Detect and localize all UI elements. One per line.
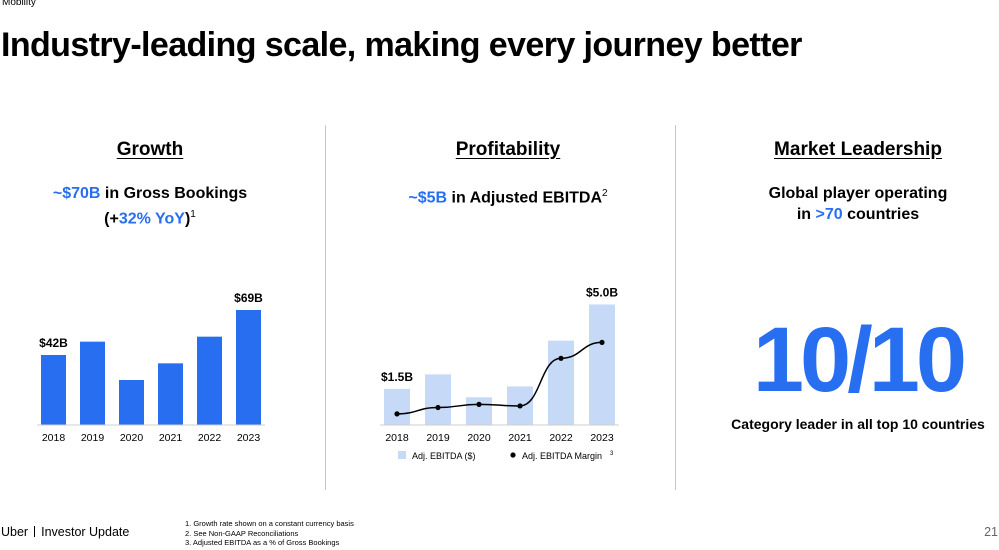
market-line1: Global player operating [768, 185, 948, 202]
margin-point [435, 404, 441, 411]
footer-brand: Uber Investor Update [1, 525, 129, 539]
x-tick-label: 2021 [508, 432, 532, 444]
margin-point [476, 401, 482, 407]
bar [197, 336, 222, 425]
x-tick-label: 2022 [198, 432, 222, 444]
data-label: $1.5B [381, 370, 413, 384]
x-tick-label: 2021 [159, 432, 183, 444]
footnote-ref: 2 [602, 188, 608, 199]
bar [41, 355, 66, 425]
margin-point [394, 411, 400, 417]
market-line2-post: countries [842, 206, 920, 223]
legend-swatch-line [510, 452, 516, 458]
footnote-ref: 1 [190, 209, 196, 220]
footnote: 3. Adjusted EBITDA as a % of Gross Booki… [185, 538, 340, 548]
data-label: $5.0B [586, 285, 618, 299]
x-tick-label: 2022 [549, 432, 573, 444]
data-label: $42B [39, 336, 68, 350]
footnote-ref: 3 [610, 451, 614, 457]
bar [119, 380, 144, 425]
margin-point [517, 403, 523, 409]
x-tick-label: 2019 [81, 432, 105, 444]
x-tick-label: 2019 [426, 432, 450, 444]
brand-name: Uber [1, 525, 29, 539]
growth-yoy-open: (+ [104, 210, 119, 228]
bar [384, 388, 410, 425]
bar [425, 374, 451, 425]
data-label: $69B [234, 291, 263, 305]
column-divider [675, 125, 676, 490]
category-leader-score: 10/10 [752, 309, 967, 411]
margin-point [599, 339, 605, 346]
x-tick-label: 2018 [385, 432, 409, 444]
profitability-heading: Profitability [455, 139, 561, 160]
gross-bookings-chart: 2018 $42B 2019 2020 2021 2022 2023 $69B [37, 291, 265, 444]
growth-yoy-close: ) [184, 210, 191, 228]
page-title: Industry-leading scale, making every jou… [1, 26, 802, 64]
ebitda-text: in Adjusted EBITDA [447, 189, 603, 207]
legend-swatch-bar [398, 451, 406, 459]
growth-gross-bookings-text: in Gross Bookings [100, 185, 248, 202]
legend-label: Adj. EBITDA ($) [412, 451, 476, 461]
footer-separator [34, 526, 36, 537]
market-subtitle: Global player operating in >70 countries [708, 183, 999, 225]
doc-name: Investor Update [41, 525, 130, 539]
bar [158, 363, 183, 425]
page-number: 21 [984, 525, 998, 539]
bar [80, 341, 105, 425]
growth-subtitle: ~$70B in Gross Bookings (+32% YoY)1 [0, 183, 300, 229]
x-tick-label: 2020 [120, 432, 144, 444]
category-leader-caption: Category leader in all top 10 countries [731, 416, 985, 432]
footnote: 1. Growth rate shown on a constant curre… [185, 519, 354, 528]
growth-yoy-value: 32% YoY [118, 210, 185, 228]
footnote: 2. See Non-GAAP Reconciliations [185, 528, 299, 538]
x-tick-label: 2020 [467, 432, 491, 444]
bar [466, 397, 492, 425]
column-divider [325, 125, 326, 490]
bar [236, 310, 261, 425]
profitability-subtitle: ~$5B in Adjusted EBITDA2 [358, 183, 658, 208]
growth-heading: Growth [116, 139, 184, 160]
bar [589, 304, 615, 425]
ebitda-value: ~$5B [408, 189, 448, 207]
market-line2-pre: in [796, 206, 816, 223]
legend-label: Adj. EBITDA Margin [522, 451, 602, 461]
footnotes: 1. Growth rate shown on a constant curre… [185, 519, 354, 548]
bar [548, 340, 574, 425]
x-tick-label: 2023 [590, 432, 614, 444]
margin-point [558, 355, 564, 361]
x-tick-label: 2018 [42, 432, 66, 444]
country-count: >70 [815, 206, 843, 223]
section-tag: Mobility [2, 0, 36, 8]
market-heading: Market Leadership [774, 139, 942, 160]
x-tick-label: 2023 [237, 432, 261, 444]
adjusted-ebitda-chart: 2018 $1.5B 2019 2020 2021 2022 2023 $5.0B Adj. E… [380, 285, 619, 461]
growth-gross-bookings-value: ~$70B [52, 185, 101, 202]
